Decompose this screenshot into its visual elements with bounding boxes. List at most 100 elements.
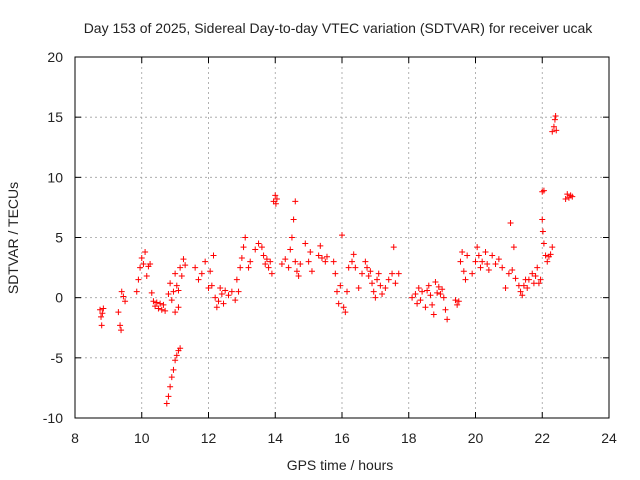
data-point [349,258,356,265]
data-point [98,322,105,329]
data-point [340,304,347,311]
data-point [133,288,140,295]
data-point [549,244,556,251]
data-point [118,288,125,295]
data-point [439,286,446,293]
data-point [322,258,329,265]
data-point [237,264,244,271]
data-point [262,260,269,267]
data-point [332,270,339,277]
data-point [377,282,384,289]
data-points [97,112,576,407]
data-point [539,216,546,223]
data-point [255,240,262,247]
data-point [469,270,476,277]
data-point [539,228,546,235]
data-point [367,268,374,275]
data-point [260,252,267,259]
data-point [464,252,471,259]
data-point [440,294,447,301]
data-point [564,191,571,198]
data-point [242,234,249,241]
data-point [210,252,217,259]
data-point [454,301,461,308]
data-point [374,276,381,283]
data-point [540,240,547,247]
data-point [97,306,104,313]
y-tick-label: 5 [55,230,63,246]
data-point [460,268,467,275]
data-point [429,301,436,308]
data-point [551,116,558,123]
data-point [272,200,279,207]
data-point [218,291,225,298]
data-point [427,292,434,299]
data-point [389,270,396,277]
data-point [553,127,560,134]
data-point [180,256,187,263]
data-point [477,264,484,271]
data-point [140,260,147,267]
data-point [150,298,157,305]
data-point [442,306,449,313]
data-point [542,252,549,259]
y-tick-label: 0 [55,290,63,306]
data-point [208,282,215,289]
data-point [364,264,371,271]
data-point [170,288,177,295]
data-point [512,275,519,282]
data-point [375,270,382,277]
data-point [152,303,159,310]
data-point [120,293,127,300]
data-point [177,264,184,271]
data-point [293,268,300,275]
data-point [252,246,259,253]
data-point [510,244,517,251]
data-point [192,264,199,271]
data-point [285,264,292,271]
x-tick-label: 18 [401,430,417,446]
data-point [315,252,322,259]
data-point [175,287,182,294]
data-point [365,273,372,280]
data-point [540,187,547,194]
data-point [437,291,444,298]
data-point [290,216,297,223]
data-point [213,304,220,311]
data-point [167,280,174,287]
data-point [517,288,524,295]
data-point [182,262,189,269]
data-point [172,270,179,277]
data-point [168,297,175,304]
x-tick-label: 8 [71,430,79,446]
data-point [195,276,202,283]
data-point [225,292,232,299]
data-point [392,280,399,287]
data-point [425,282,432,289]
data-point [549,128,556,135]
data-point [222,287,229,294]
data-point [352,264,359,271]
data-point [422,304,429,311]
data-point [115,309,122,316]
data-point [220,300,227,307]
data-point [165,393,172,400]
data-point [515,282,522,289]
data-point [98,313,105,320]
data-point [308,268,315,275]
data-point [337,282,344,289]
data-point [160,301,167,308]
data-point [198,270,205,277]
data-point [547,251,554,258]
data-point [434,289,441,296]
data-point [235,288,242,295]
data-point [535,280,542,287]
data-point [544,258,551,265]
data-point [297,260,304,267]
data-point [412,291,419,298]
data-point [385,276,392,283]
data-point [148,289,155,296]
data-point [282,256,289,263]
data-point [552,112,559,119]
data-point [137,264,144,271]
